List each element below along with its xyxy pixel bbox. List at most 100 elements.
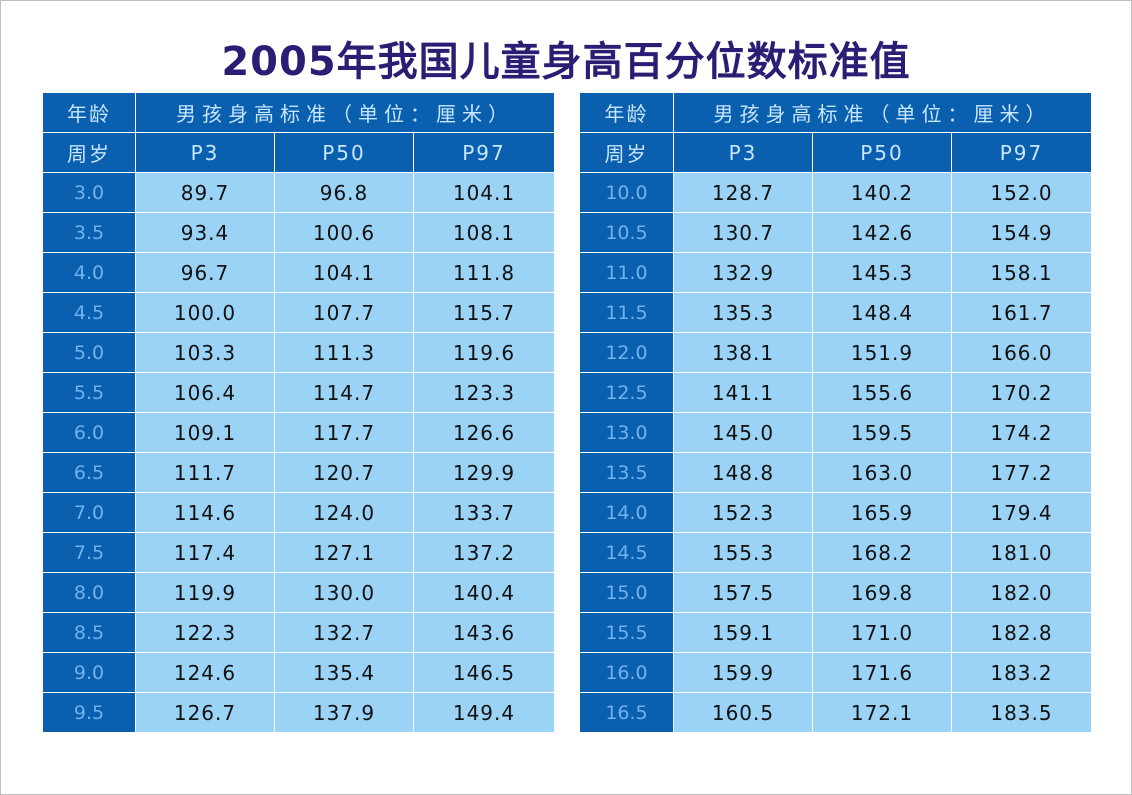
- p97-cell: 170.2: [951, 372, 1092, 413]
- p3-cell: 135.3: [673, 292, 813, 333]
- p50-cell: 127.1: [274, 532, 414, 573]
- p97-cell: 152.0: [951, 172, 1092, 213]
- p50-cell: 148.4: [812, 292, 952, 333]
- p97-cell: 111.8: [413, 252, 555, 293]
- p97-cell: 149.4: [413, 692, 555, 733]
- p3-cell: 100.0: [135, 292, 275, 333]
- table-row: 4.0 96.7 104.1 111.8: [42, 252, 555, 293]
- age-cell: 10.0: [579, 172, 674, 213]
- p50-cell: 107.7: [274, 292, 414, 333]
- p97-cell: 115.7: [413, 292, 555, 333]
- p3-cell: 155.3: [673, 532, 813, 573]
- table-row: 16.5 160.5 172.1 183.5: [579, 692, 1092, 733]
- p50-cell: 124.0: [274, 492, 414, 533]
- table-row: 16.0 159.9 171.6 183.2: [579, 652, 1092, 693]
- p97-cell: 129.9: [413, 452, 555, 493]
- p50-cell: 169.8: [812, 572, 952, 613]
- p97-cell: 158.1: [951, 252, 1092, 293]
- age-cell: 3.5: [42, 212, 136, 253]
- p97-cell: 181.0: [951, 532, 1092, 573]
- p3-cell: 141.1: [673, 372, 813, 413]
- age-header-bottom: 周岁: [579, 132, 674, 173]
- p50-cell: 114.7: [274, 372, 414, 413]
- age-header-top: 年龄: [42, 92, 136, 133]
- p3-cell: 132.9: [673, 252, 813, 293]
- column-header-p97: P97: [951, 132, 1092, 173]
- p3-cell: 109.1: [135, 412, 275, 453]
- p50-cell: 111.3: [274, 332, 414, 373]
- table-row: 13.5 148.8 163.0 177.2: [579, 452, 1092, 493]
- p3-cell: 96.7: [135, 252, 275, 293]
- p97-cell: 143.6: [413, 612, 555, 653]
- p3-cell: 157.5: [673, 572, 813, 613]
- p97-cell: 179.4: [951, 492, 1092, 533]
- p97-cell: 154.9: [951, 212, 1092, 253]
- column-header-p3: P3: [135, 132, 275, 173]
- p50-cell: 100.6: [274, 212, 414, 253]
- p50-cell: 159.5: [812, 412, 952, 453]
- age-cell: 7.5: [42, 532, 136, 573]
- table-row: 4.5 100.0 107.7 115.7: [42, 292, 555, 333]
- age-cell: 8.5: [42, 612, 136, 653]
- table-row: 6.0 109.1 117.7 126.6: [42, 412, 555, 453]
- p50-cell: 163.0: [812, 452, 952, 493]
- age-cell: 6.0: [42, 412, 136, 453]
- p3-cell: 138.1: [673, 332, 813, 373]
- p50-cell: 117.7: [274, 412, 414, 453]
- p3-cell: 93.4: [135, 212, 275, 253]
- p97-cell: 177.2: [951, 452, 1092, 493]
- p97-cell: 183.5: [951, 692, 1092, 733]
- age-cell: 6.5: [42, 452, 136, 493]
- p50-cell: 145.3: [812, 252, 952, 293]
- table-row: 10.0 128.7 140.2 152.0: [579, 172, 1092, 213]
- table-row: 5.0 103.3 111.3 119.6: [42, 332, 555, 373]
- column-header-p50: P50: [812, 132, 952, 173]
- p97-cell: 104.1: [413, 172, 555, 213]
- p97-cell: 140.4: [413, 572, 555, 613]
- table-row: 15.0 157.5 169.8 182.0: [579, 572, 1092, 613]
- age-cell: 15.0: [579, 572, 674, 613]
- p3-cell: 128.7: [673, 172, 813, 213]
- table-row: 8.5 122.3 132.7 143.6: [42, 612, 555, 653]
- p3-cell: 159.1: [673, 612, 813, 653]
- p50-cell: 96.8: [274, 172, 414, 213]
- age-cell: 16.5: [579, 692, 674, 733]
- p3-cell: 160.5: [673, 692, 813, 733]
- column-header-p97: P97: [413, 132, 555, 173]
- p50-cell: 137.9: [274, 692, 414, 733]
- p3-cell: 103.3: [135, 332, 275, 373]
- p3-cell: 119.9: [135, 572, 275, 613]
- age-cell: 7.0: [42, 492, 136, 533]
- group-header: 男孩身高标准（单位：厘米）: [673, 92, 1092, 133]
- age-cell: 4.0: [42, 252, 136, 293]
- table-row: 14.0 152.3 165.9 179.4: [579, 492, 1092, 533]
- column-header-p3: P3: [673, 132, 813, 173]
- age-cell: 10.5: [579, 212, 674, 253]
- age-cell: 9.0: [42, 652, 136, 693]
- age-cell: 4.5: [42, 292, 136, 333]
- p97-cell: 133.7: [413, 492, 555, 533]
- p97-cell: 123.3: [413, 372, 555, 413]
- p50-cell: 130.0: [274, 572, 414, 613]
- table-row: 14.5 155.3 168.2 181.0: [579, 532, 1092, 573]
- p50-cell: 140.2: [812, 172, 952, 213]
- column-header-p50: P50: [274, 132, 414, 173]
- table-row: 6.5 111.7 120.7 129.9: [42, 452, 555, 493]
- table-row: 9.0 124.6 135.4 146.5: [42, 652, 555, 693]
- table-row: 10.5 130.7 142.6 154.9: [579, 212, 1092, 253]
- height-table-left: 年龄 男孩身高标准（单位：厘米） 周岁 P3 P50 P97 3.0 89.7 96…: [42, 92, 555, 733]
- age-cell: 13.5: [579, 452, 674, 493]
- table-row: 12.5 141.1 155.6 170.2: [579, 372, 1092, 413]
- p97-cell: 183.2: [951, 652, 1092, 693]
- age-cell: 9.5: [42, 692, 136, 733]
- age-cell: 14.5: [579, 532, 674, 573]
- table-row: 11.5 135.3 148.4 161.7: [579, 292, 1092, 333]
- p3-cell: 114.6: [135, 492, 275, 533]
- p3-cell: 148.8: [673, 452, 813, 493]
- age-cell: 16.0: [579, 652, 674, 693]
- p3-cell: 106.4: [135, 372, 275, 413]
- p50-cell: 155.6: [812, 372, 952, 413]
- p3-cell: 126.7: [135, 692, 275, 733]
- p97-cell: 166.0: [951, 332, 1092, 373]
- p3-cell: 159.9: [673, 652, 813, 693]
